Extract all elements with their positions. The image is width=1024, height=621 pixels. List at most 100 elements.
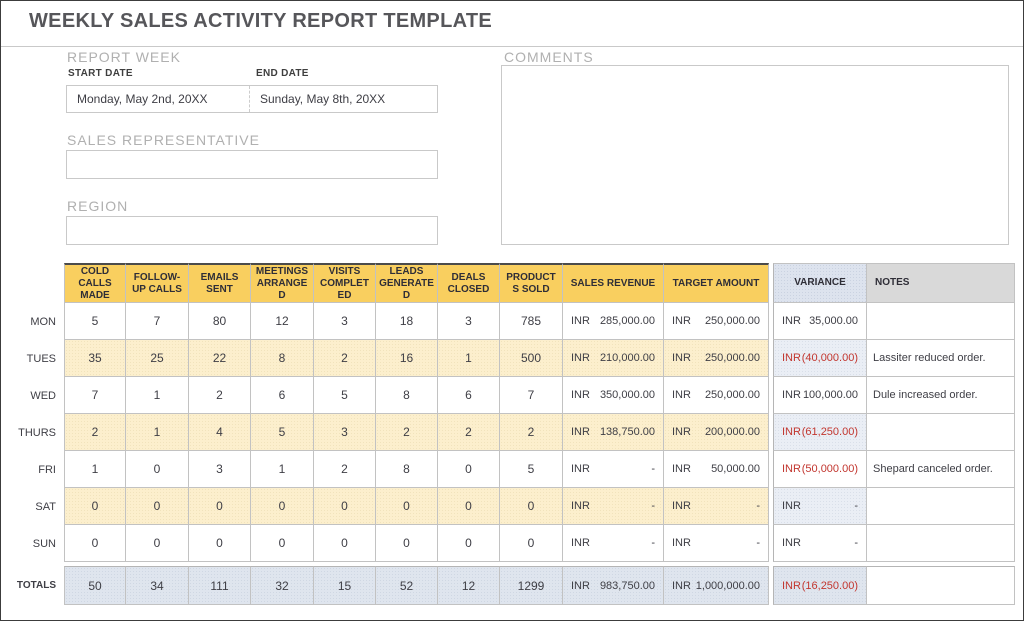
cell-deals-closed[interactable]: 2 <box>438 414 500 451</box>
cell-notes[interactable] <box>867 525 1015 562</box>
cell-products-sold[interactable]: 500 <box>500 340 563 377</box>
cell-sales-revenue[interactable]: INR 350,000.00 <box>563 377 664 414</box>
cell-products-sold[interactable]: 0 <box>500 488 563 525</box>
cell-target-amount[interactable]: INR 250,000.00 <box>664 303 769 340</box>
cell-follow-up-calls[interactable]: 1 <box>126 414 189 451</box>
cell-emails-sent[interactable]: 80 <box>189 303 251 340</box>
cell-meetings-arranged[interactable]: 32 <box>251 566 314 605</box>
cell-emails-sent[interactable]: 0 <box>189 488 251 525</box>
cell-visits-completed[interactable]: 5 <box>314 377 376 414</box>
region-field[interactable] <box>66 216 438 245</box>
cell-leads-generated[interactable]: 16 <box>376 340 438 377</box>
cell-follow-up-calls[interactable]: 0 <box>126 488 189 525</box>
cell-emails-sent[interactable]: 3 <box>189 451 251 488</box>
cell-leads-generated[interactable]: 2 <box>376 414 438 451</box>
cell-variance[interactable]: INR 100,000.00 <box>773 377 867 414</box>
cell-meetings-arranged[interactable]: 6 <box>251 377 314 414</box>
cell-notes[interactable]: Shepard canceled order. <box>867 451 1015 488</box>
cell-deals-closed[interactable]: 6 <box>438 377 500 414</box>
cell-variance[interactable]: INR - <box>773 525 867 562</box>
cell-variance[interactable]: INR (61,250.00) <box>773 414 867 451</box>
cell-sales-revenue[interactable]: INR 210,000.00 <box>563 340 664 377</box>
cell-products-sold[interactable]: 7 <box>500 377 563 414</box>
cell-sales-revenue[interactable]: INR - <box>563 525 664 562</box>
cell-leads-generated[interactable]: 8 <box>376 377 438 414</box>
cell-deals-closed[interactable]: 0 <box>438 488 500 525</box>
cell-sales-revenue[interactable]: INR 983,750.00 <box>563 566 664 605</box>
cell-deals-closed[interactable]: 3 <box>438 303 500 340</box>
cell-target-amount[interactable]: INR 200,000.00 <box>664 414 769 451</box>
comments-field[interactable] <box>501 65 1009 245</box>
cell-sales-revenue[interactable]: INR 285,000.00 <box>563 303 664 340</box>
cell-cold-calls-made[interactable]: 5 <box>64 303 126 340</box>
cell-leads-generated[interactable]: 8 <box>376 451 438 488</box>
cell-sales-revenue[interactable]: INR 138,750.00 <box>563 414 664 451</box>
cell-meetings-arranged[interactable]: 8 <box>251 340 314 377</box>
cell-leads-generated[interactable]: 18 <box>376 303 438 340</box>
cell-follow-up-calls[interactable]: 1 <box>126 377 189 414</box>
cell-variance[interactable]: INR 35,000.00 <box>773 303 867 340</box>
cell-emails-sent[interactable]: 111 <box>189 566 251 605</box>
cell-sales-revenue[interactable]: INR - <box>563 451 664 488</box>
cell-cold-calls-made[interactable]: 50 <box>64 566 126 605</box>
cell-deals-closed[interactable]: 1 <box>438 340 500 377</box>
cell-meetings-arranged[interactable]: 0 <box>251 525 314 562</box>
cell-deals-closed[interactable]: 0 <box>438 451 500 488</box>
cell-follow-up-calls[interactable]: 0 <box>126 451 189 488</box>
cell-leads-generated[interactable]: 0 <box>376 488 438 525</box>
cell-follow-up-calls[interactable]: 7 <box>126 303 189 340</box>
sales-representative-field[interactable] <box>66 150 438 179</box>
cell-meetings-arranged[interactable]: 12 <box>251 303 314 340</box>
cell-notes[interactable] <box>867 303 1015 340</box>
cell-emails-sent[interactable]: 2 <box>189 377 251 414</box>
cell-deals-closed[interactable]: 0 <box>438 525 500 562</box>
cell-variance[interactable]: INR (16,250.00) <box>773 566 867 605</box>
cell-cold-calls-made[interactable]: 1 <box>64 451 126 488</box>
start-date-field[interactable]: Monday, May 2nd, 20XX <box>67 86 250 112</box>
cell-products-sold[interactable]: 5 <box>500 451 563 488</box>
cell-notes[interactable]: Lassiter reduced order. <box>867 340 1015 377</box>
cell-variance[interactable]: INR (40,000.00) <box>773 340 867 377</box>
cell-meetings-arranged[interactable]: 1 <box>251 451 314 488</box>
cell-visits-completed[interactable]: 0 <box>314 525 376 562</box>
cell-meetings-arranged[interactable]: 0 <box>251 488 314 525</box>
cell-notes[interactable] <box>867 488 1015 525</box>
cell-target-amount[interactable]: INR 1,000,000.00 <box>664 566 769 605</box>
cell-notes[interactable]: Dule increased order. <box>867 377 1015 414</box>
cell-emails-sent[interactable]: 4 <box>189 414 251 451</box>
cell-cold-calls-made[interactable]: 0 <box>64 488 126 525</box>
cell-notes[interactable] <box>867 566 1015 605</box>
cell-products-sold[interactable]: 0 <box>500 525 563 562</box>
cell-visits-completed[interactable]: 15 <box>314 566 376 605</box>
cell-sales-revenue[interactable]: INR - <box>563 488 664 525</box>
cell-cold-calls-made[interactable]: 0 <box>64 525 126 562</box>
cell-visits-completed[interactable]: 2 <box>314 451 376 488</box>
cell-variance[interactable]: INR - <box>773 488 867 525</box>
cell-target-amount[interactable]: INR - <box>664 488 769 525</box>
cell-follow-up-calls[interactable]: 0 <box>126 525 189 562</box>
cell-follow-up-calls[interactable]: 34 <box>126 566 189 605</box>
cell-products-sold[interactable]: 1299 <box>500 566 563 605</box>
cell-emails-sent[interactable]: 22 <box>189 340 251 377</box>
end-date-field[interactable]: Sunday, May 8th, 20XX <box>260 92 386 106</box>
cell-visits-completed[interactable]: 3 <box>314 303 376 340</box>
cell-visits-completed[interactable]: 3 <box>314 414 376 451</box>
cell-visits-completed[interactable]: 0 <box>314 488 376 525</box>
cell-products-sold[interactable]: 2 <box>500 414 563 451</box>
cell-visits-completed[interactable]: 2 <box>314 340 376 377</box>
cell-variance[interactable]: INR (50,000.00) <box>773 451 867 488</box>
cell-cold-calls-made[interactable]: 35 <box>64 340 126 377</box>
cell-meetings-arranged[interactable]: 5 <box>251 414 314 451</box>
cell-leads-generated[interactable]: 0 <box>376 525 438 562</box>
cell-leads-generated[interactable]: 52 <box>376 566 438 605</box>
cell-emails-sent[interactable]: 0 <box>189 525 251 562</box>
cell-notes[interactable] <box>867 414 1015 451</box>
cell-cold-calls-made[interactable]: 2 <box>64 414 126 451</box>
cell-target-amount[interactable]: INR - <box>664 525 769 562</box>
cell-target-amount[interactable]: INR 250,000.00 <box>664 340 769 377</box>
cell-products-sold[interactable]: 785 <box>500 303 563 340</box>
cell-follow-up-calls[interactable]: 25 <box>126 340 189 377</box>
cell-target-amount[interactable]: INR 250,000.00 <box>664 377 769 414</box>
cell-deals-closed[interactable]: 12 <box>438 566 500 605</box>
cell-target-amount[interactable]: INR 50,000.00 <box>664 451 769 488</box>
